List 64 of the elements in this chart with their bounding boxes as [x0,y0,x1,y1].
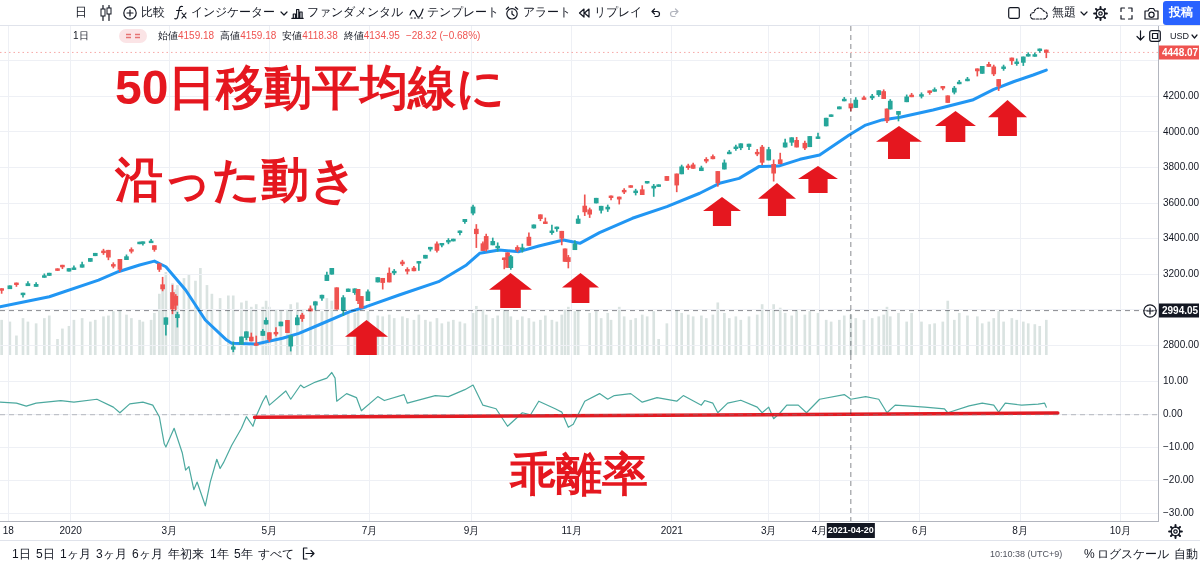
annotation: −28.32 (−0.68%) [405,29,481,43]
text: 投稿 [1169,5,1193,19]
annotation: 沿った動き [115,153,358,206]
text: 5年 [234,547,253,561]
text: 1日 [12,547,31,561]
y-tick-label: 3800.00 [1163,161,1200,173]
annotation: 1日 [73,29,89,43]
x-tick-label: 8月 [1012,524,1028,536]
y-tick-label: 4000.00 [1163,125,1200,137]
x-tick-label: 5月 [261,524,278,536]
annotation: 始値 [158,29,178,43]
text: テンプレート [427,5,499,19]
x-tick-label: 2020 [59,524,83,536]
x-tick-label: 7月 [361,524,378,536]
text: 3ヶ月 [96,547,127,561]
text: 1ヶ月 [60,547,91,561]
annotation: 終値 [343,29,364,43]
y-tick-label: 10.00 [1163,375,1189,387]
y-tick-label: 3200.00 [1163,267,1200,279]
x-tick-label: 11月 [561,524,582,536]
x-tick-label: 3月 [161,524,177,536]
text: 10:10:38 (UTC+9) [990,548,1063,561]
text: 比較 [141,5,165,19]
annotation: 50日移動平均線に [115,61,506,114]
x-tick-label: 4月 [811,524,828,536]
y-tick-label: 2800.00 [1163,338,1200,350]
text: アラート [523,5,571,19]
text: 5日 [36,547,55,561]
text: 年初来 [168,547,204,561]
text: リプレイ [594,5,642,19]
annotation: 4159.18 [178,29,215,43]
y-tick-label: 3400.00 [1163,232,1200,244]
text: インジケーター [191,5,275,19]
ref-line-label: 2021-04-20 [827,524,874,535]
x-tick-label: 10月 [1109,524,1131,536]
text: 自動 [1174,547,1198,561]
x-tick-label: 18 [2,524,15,536]
annotation: 高値 [220,29,241,43]
text: ファンダメンタル [307,5,403,19]
y-tick-label: −20.00 [1163,474,1195,486]
y-tick-label: 4200.00 [1163,90,1200,102]
x-tick-label: 6月 [912,524,928,536]
y-tick-label: −30.00 [1163,507,1195,519]
text: 1年 [210,547,229,561]
y-tick-label: 0.00 [1163,408,1183,420]
text: USD [1170,30,1190,43]
text: ログスケール [1097,547,1169,561]
y-tick-label: −10.00 [1163,441,1195,453]
annotation: 乖離率 [510,448,648,500]
annotation: 4134.95 [363,29,400,43]
ref-line-label: 2994.05 [1162,304,1199,316]
x-tick-label: 3月 [760,524,777,536]
text: % [1084,547,1095,561]
annotation: 安値 [282,29,303,43]
annotation: 4159.18 [240,29,277,43]
annotation: 4118.38 [302,29,338,43]
x-tick-label: 9月 [463,524,480,536]
text: 6ヶ月 [132,547,163,561]
x-tick-label: 2021 [660,524,684,536]
text: すべて [258,547,294,561]
text: 無題 [1052,5,1076,19]
y-tick-label: 3600.00 [1163,196,1200,208]
text: 日 [75,5,87,19]
ref-line-label: 4448.07 [1162,46,1199,58]
